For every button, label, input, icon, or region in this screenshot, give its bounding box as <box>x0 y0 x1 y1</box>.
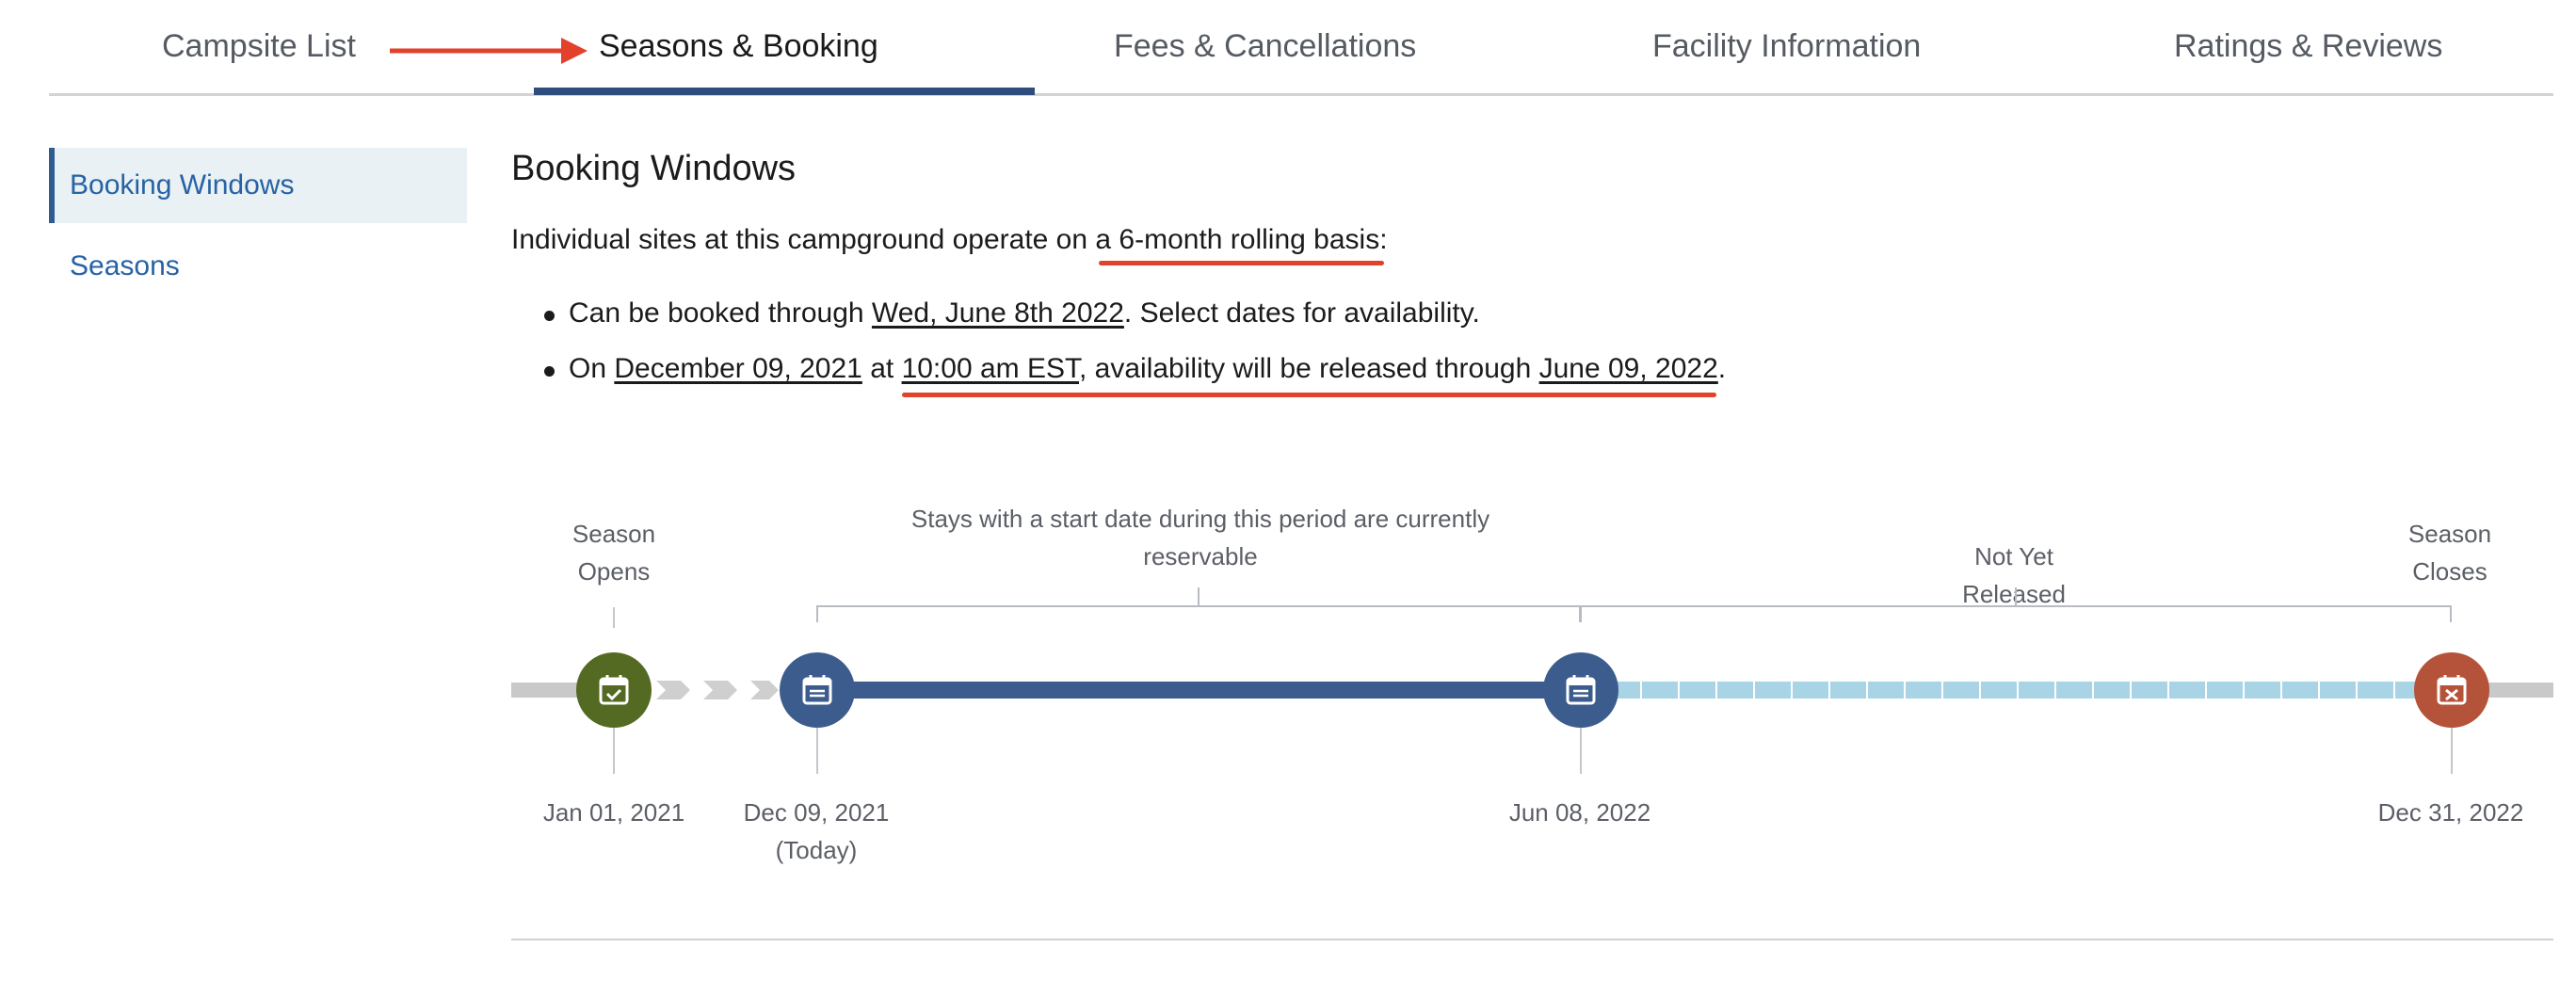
sidebar-item-seasons[interactable]: Seasons <box>70 250 180 281</box>
calendar-check-icon <box>599 675 629 705</box>
chevron-right-icon <box>750 681 779 699</box>
season-opens-line1: Season <box>572 520 656 548</box>
tab-fees-cancellations[interactable]: Fees & Cancellations <box>1114 28 1417 64</box>
bullet1-date: Wed, June 8th 2022 <box>871 297 1124 329</box>
season-closes-line2: Closes <box>2412 557 2487 586</box>
not-yet-released-label: Not Yet Released <box>1962 542 2066 608</box>
annotation-underline-rolling <box>1099 261 1384 265</box>
reservable-bracket-tick <box>1198 587 1199 606</box>
calendar-icon <box>1566 675 1596 705</box>
season-closes-line1: Season <box>2407 520 2492 548</box>
tab-seasons-booking[interactable]: Seasons & Booking <box>599 28 878 64</box>
not-released-period-bar <box>1618 682 2416 699</box>
bullet-booking-through: Can be booked through Wed, June 8th 2022… <box>544 297 1480 329</box>
intro-text: Individual sites at this campground oper… <box>511 224 1388 256</box>
chevron-right-icon <box>656 681 690 699</box>
active-tab-indicator <box>534 88 1035 95</box>
today-date-value: Dec 09, 2021 <box>743 798 890 827</box>
reservable-line2: reservable <box>1143 542 1258 570</box>
season-closes-node <box>2414 652 2489 728</box>
today-date: Dec 09, 2021 (Today) <box>722 794 910 869</box>
not-released-bracket-tick <box>2015 587 2017 606</box>
release-end-date: Jun 08, 2022 <box>1508 798 1651 827</box>
season-opens-connector <box>613 607 615 628</box>
bullet1-prefix: Can be booked through <box>569 297 872 329</box>
bullet2-prefix: On <box>569 353 615 384</box>
annotation-underline-release <box>902 393 1716 397</box>
annotation-arrow <box>390 38 588 64</box>
calendar-x-icon <box>2437 675 2467 705</box>
bullet2-through-date: June 09, 2022 <box>1538 353 1718 384</box>
sidebar-item-booking-windows[interactable]: Booking Windows <box>49 148 467 223</box>
reservable-bracket <box>816 605 1581 622</box>
bullet-release-schedule: On December 09, 2021 at 10:00 am EST, av… <box>543 353 1727 385</box>
season-opens-node <box>576 652 652 728</box>
season-closes-date: Dec 31, 2022 <box>2377 798 2524 827</box>
page-title: Booking Windows <box>511 149 797 188</box>
reservable-line1: Stays with a start date during this peri… <box>910 505 1490 533</box>
season-closes-stem <box>2451 725 2453 774</box>
bullet1-suffix: . Select dates for availability. <box>1123 297 1480 329</box>
tab-campsite-list[interactable]: Campsite List <box>162 28 356 64</box>
season-opens-date: Jan 01, 2021 <box>542 798 685 827</box>
season-opens-stem <box>613 725 615 774</box>
bullet2-mid1: at <box>861 353 902 384</box>
today-node <box>780 652 855 728</box>
today-note: (Today) <box>775 836 858 864</box>
chevron-right-icon <box>703 681 737 699</box>
section-divider <box>511 939 2553 940</box>
season-opens-label: Season Opens <box>539 515 689 590</box>
season-closes-label: Season Closes <box>2375 515 2525 590</box>
bullet2-mid2: , availability will be released through <box>1079 353 1539 384</box>
calendar-icon <box>802 675 832 705</box>
bullet2-suffix: . <box>1717 353 1727 384</box>
tab-bar: Campsite List Seasons & Booking Fees & C… <box>49 0 2553 96</box>
track-after-close <box>2486 683 2553 698</box>
intro-emphasis: 6-month rolling basis: <box>1119 224 1388 255</box>
release-end-node <box>1543 652 1618 728</box>
today-stem <box>816 725 818 774</box>
tab-facility-information[interactable]: Facility Information <box>1652 28 1922 64</box>
not-released-bracket <box>1580 605 2452 622</box>
reservable-period-label: Stays with a start date during this peri… <box>876 500 1525 575</box>
track-before-open <box>511 683 577 698</box>
bullet2-release-time: 10:00 am EST <box>901 353 1079 384</box>
intro-prefix: Individual sites at this campground oper… <box>511 224 1119 255</box>
release-end-stem <box>1580 725 1582 774</box>
bullet2-release-date: December 09, 2021 <box>614 353 862 384</box>
reservable-period-bar <box>853 682 1544 699</box>
tab-ratings-reviews[interactable]: Ratings & Reviews <box>2174 28 2443 64</box>
season-opens-line2: Opens <box>577 557 651 586</box>
